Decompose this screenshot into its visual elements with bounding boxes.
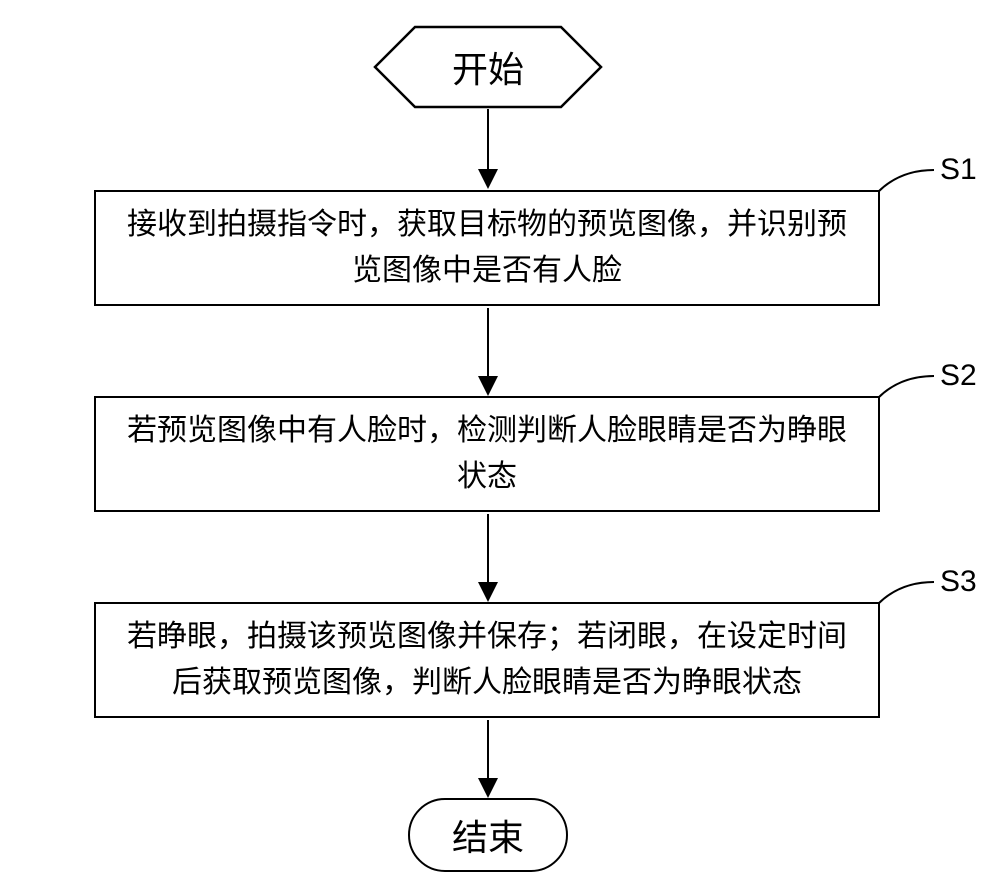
arrow-2-head — [478, 376, 498, 396]
s1-label: S1 — [940, 153, 977, 187]
s3-connector — [876, 572, 946, 612]
arrow-3 — [487, 514, 489, 584]
process-s3-text: 若睁眼，拍摄该预览图像并保存；若闭眼，在设定时间后获取预览图像，判断人脸眼睛是否… — [118, 614, 856, 707]
process-s1-text: 接收到拍摄指令时，获取目标物的预览图像，并识别预览图像中是否有人脸 — [118, 202, 856, 295]
process-s2-text: 若预览图像中有人脸时，检测判断人脸眼睛是否为睁眼状态 — [118, 408, 856, 501]
arrow-1-head — [478, 169, 498, 189]
arrow-4-head — [478, 778, 498, 798]
s2-connector — [876, 366, 946, 406]
end-label: 结束 — [452, 809, 524, 861]
arrow-2 — [487, 308, 489, 378]
s3-label: S3 — [940, 565, 977, 599]
s2-label: S2 — [940, 359, 977, 393]
start-node: 开始 — [373, 25, 603, 109]
process-s3: 若睁眼，拍摄该预览图像并保存；若闭眼，在设定时间后获取预览图像，判断人脸眼睛是否… — [94, 602, 880, 718]
arrow-3-head — [478, 582, 498, 602]
process-s2: 若预览图像中有人脸时，检测判断人脸眼睛是否为睁眼状态 — [94, 396, 880, 512]
arrow-4 — [487, 720, 489, 780]
start-label: 开始 — [373, 25, 603, 109]
flowchart-container: 开始 接收到拍摄指令时，获取目标物的预览图像，并识别预览图像中是否有人脸 S1 … — [0, 0, 1000, 884]
end-node: 结束 — [408, 798, 568, 872]
arrow-1 — [487, 109, 489, 171]
s1-connector — [876, 160, 946, 200]
process-s1: 接收到拍摄指令时，获取目标物的预览图像，并识别预览图像中是否有人脸 — [94, 190, 880, 306]
